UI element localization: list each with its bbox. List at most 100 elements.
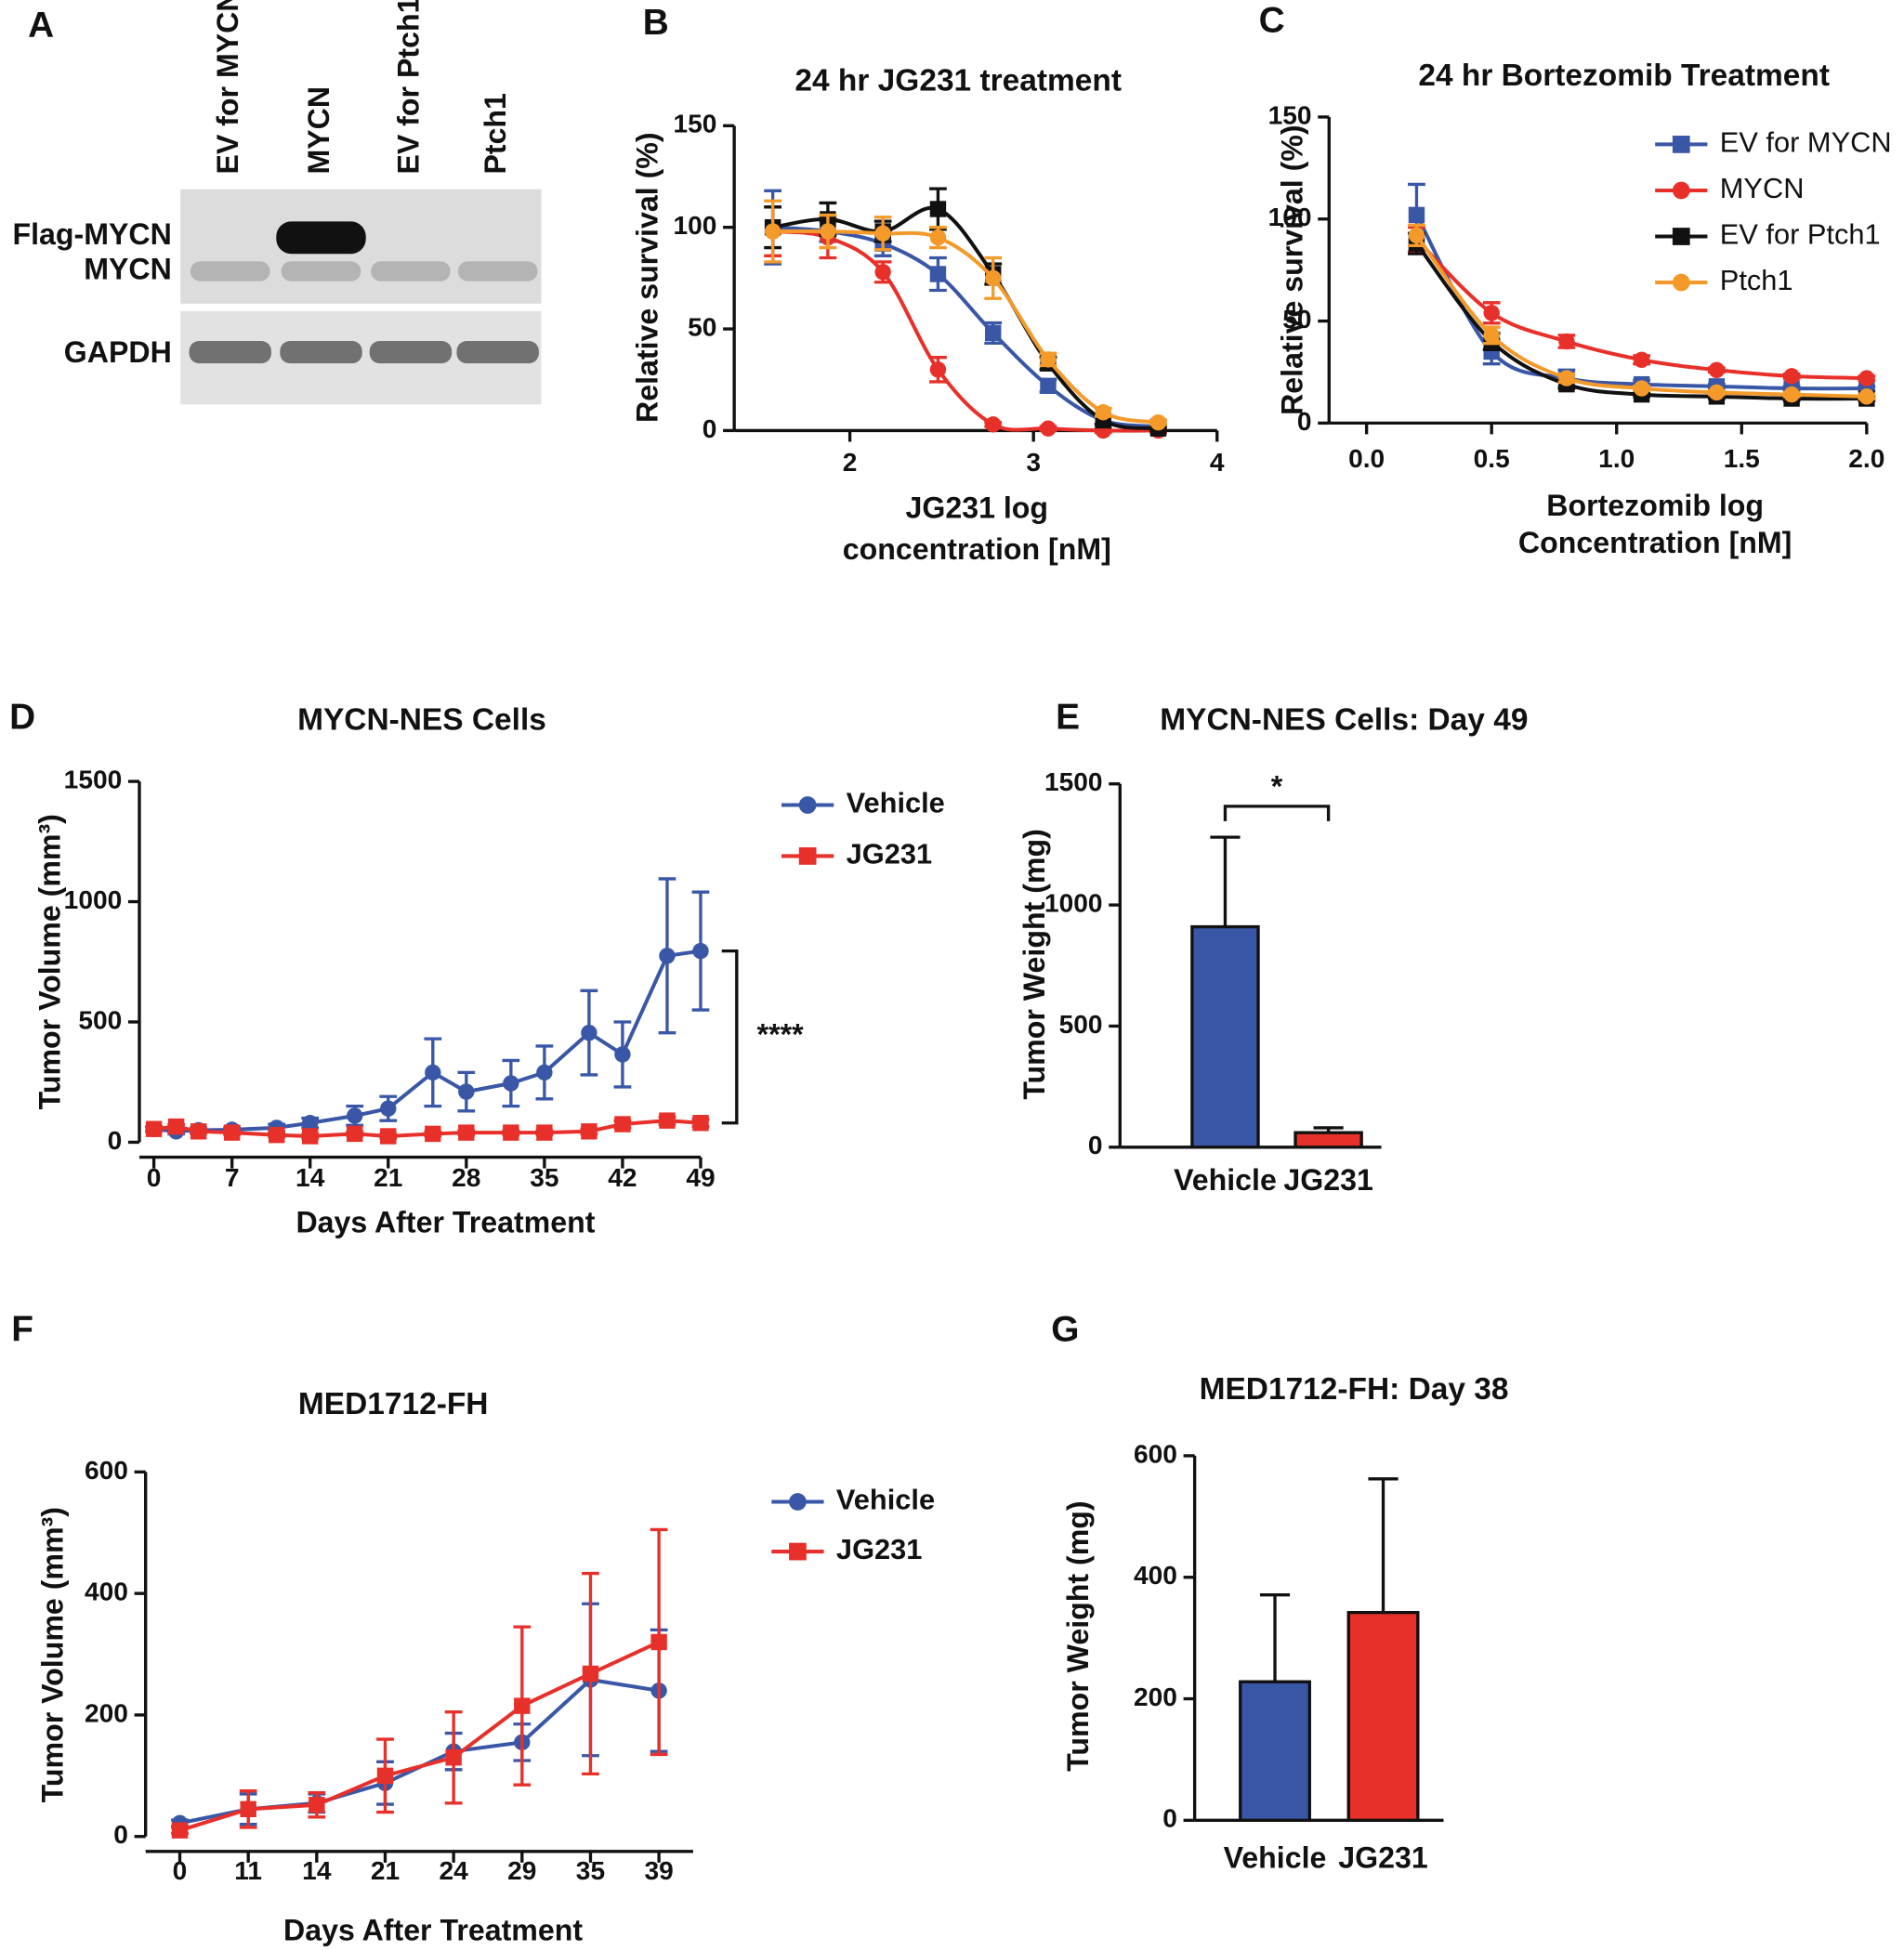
x-tick-label: 0: [173, 1856, 188, 1885]
data-point: [692, 1115, 709, 1132]
x-tick-label: JG231: [1283, 1163, 1372, 1197]
band: [281, 261, 361, 282]
band: [280, 341, 362, 364]
y-tick-label: 1500: [64, 766, 123, 794]
data-point: [929, 361, 947, 378]
x-tick-label: 2.0: [1848, 444, 1884, 473]
x-axis-label: concentration [nM]: [843, 532, 1111, 566]
x-tick-label: Vehicle: [1224, 1841, 1327, 1875]
x-tick-label: 42: [608, 1163, 637, 1192]
data-point: [458, 1083, 475, 1100]
x-tick-label: 49: [686, 1163, 715, 1192]
data-point: [240, 1800, 256, 1818]
panel-letter: E: [1056, 697, 1080, 737]
data-point: [1858, 370, 1875, 386]
y-axis-label: Relative survival (%): [1275, 124, 1308, 414]
data-point: [190, 1123, 207, 1140]
y-axis-label: Tumor Volume (mm³): [33, 814, 67, 1109]
y-tick-label: 0: [1088, 1131, 1103, 1159]
y-tick-label: 150: [1268, 100, 1312, 129]
y-tick-label: 600: [1134, 1439, 1177, 1468]
data-point: [425, 1125, 441, 1143]
legend-label: Ptch1: [1720, 264, 1793, 296]
legend-label: MYCN: [1720, 172, 1805, 204]
series-line: [772, 229, 1159, 433]
data-point: [1095, 404, 1111, 421]
data-point: [445, 1749, 462, 1766]
data-point: [503, 1075, 519, 1092]
band-label: GAPDH: [64, 335, 172, 369]
x-tick-label: 14: [295, 1163, 325, 1192]
lane-label: EV for MYCN: [211, 0, 244, 175]
legend-marker: [1672, 136, 1690, 153]
data-point: [1040, 351, 1057, 368]
chart-title: MYCN-NES Cells: Day 49: [1160, 703, 1528, 738]
data-point: [536, 1124, 553, 1141]
y-axis-label: Relative survival (%): [631, 132, 664, 422]
data-point: [614, 1116, 631, 1133]
chart-title: 24 hr JG231 treatment: [794, 63, 1122, 98]
y-tick-label: 0: [703, 414, 717, 443]
series-line: [153, 1119, 702, 1138]
significance-label: ****: [757, 1018, 805, 1052]
data-point: [1483, 305, 1500, 321]
chart-title: 24 hr Bortezomib Treatment: [1418, 59, 1830, 93]
band: [456, 341, 539, 364]
data-point: [171, 1822, 189, 1839]
data-point: [929, 266, 947, 282]
legend-marker: [1672, 181, 1690, 200]
error-bar: [1210, 835, 1241, 927]
series-line: [178, 1640, 660, 1833]
data-point: [1558, 333, 1575, 350]
legend-label: JG231: [836, 1533, 922, 1565]
band-label: MYCN: [84, 252, 172, 285]
data-point: [376, 1767, 394, 1785]
y-tick-label: 0: [1297, 407, 1312, 436]
y-tick-label: 400: [85, 1578, 128, 1606]
series-line: [772, 205, 1159, 431]
legend-marker: [1672, 273, 1690, 292]
legend-marker: [789, 1542, 807, 1561]
legend-marker: [1672, 228, 1690, 245]
x-tick-label: JG231: [1338, 1841, 1427, 1875]
data-point: [985, 416, 1002, 433]
x-tick-label: 0.5: [1474, 444, 1510, 473]
data-point: [167, 1118, 185, 1135]
panel-letter: B: [643, 3, 669, 43]
data-point: [347, 1107, 363, 1124]
y-tick-label: 1000: [1044, 889, 1103, 918]
x-tick-label: 7: [225, 1163, 240, 1192]
x-tick-label: 0.0: [1348, 444, 1385, 473]
data-point: [380, 1128, 397, 1145]
data-point: [1858, 388, 1875, 405]
legend-marker: [789, 1493, 807, 1511]
band: [190, 261, 270, 282]
y-tick-label: 0: [113, 1820, 128, 1849]
x-tick-label: 4: [1210, 448, 1225, 477]
y-tick-label: 200: [85, 1698, 128, 1727]
significance-bracket: [1223, 805, 1331, 821]
y-tick-label: 400: [1134, 1561, 1177, 1590]
lane-label: Ptch1: [479, 93, 512, 174]
band: [371, 261, 451, 282]
x-tick-label: 1.0: [1598, 444, 1635, 473]
data-point: [1483, 327, 1500, 344]
y-tick-label: 0: [1162, 1804, 1177, 1833]
y-tick-label: 1000: [64, 885, 123, 914]
y-tick-label: 0: [108, 1126, 123, 1155]
y-tick-label: 600: [85, 1456, 128, 1485]
bar: [1293, 1131, 1363, 1149]
y-tick-label: 50: [1282, 305, 1311, 334]
chart-title: MYCN-NES Cells: [297, 703, 546, 738]
x-axis-label: Days After Treatment: [283, 1913, 583, 1946]
data-point: [302, 1115, 319, 1132]
data-point: [582, 1665, 599, 1683]
data-point: [985, 269, 1002, 287]
data-point: [503, 1124, 519, 1141]
data-point: [985, 324, 1002, 342]
data-point: [268, 1126, 285, 1144]
legend-label: JG231: [847, 838, 932, 871]
x-tick-label: 28: [452, 1163, 480, 1192]
band-label: Flag-MYCN: [12, 217, 171, 251]
